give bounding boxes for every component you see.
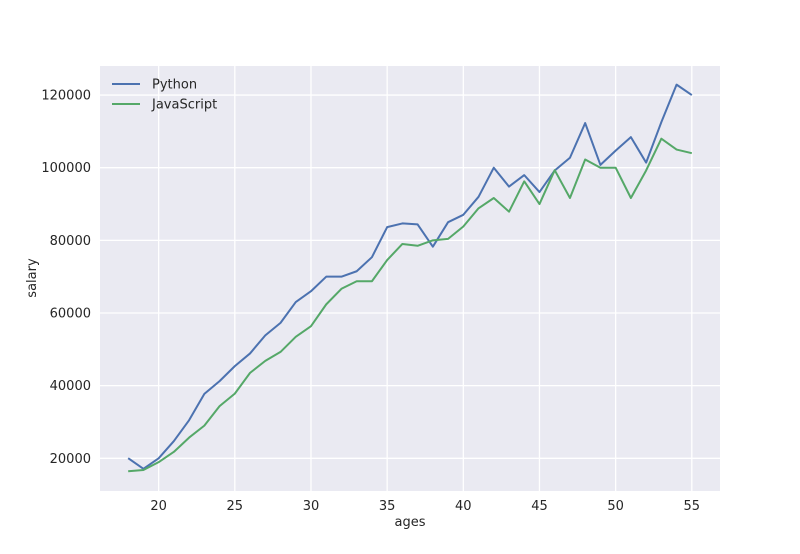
x-tick-label: 20 [150,499,167,514]
x-tick-label: 30 [303,499,320,514]
y-tick-label: 20000 [50,452,91,467]
x-tick-label: 25 [227,499,244,514]
x-tick-label: 55 [684,499,701,514]
x-tick-label: 50 [607,499,624,514]
plot-background [100,66,720,491]
y-tick-labels: 20000 40000 60000 80000 100000 120000 [41,89,91,467]
y-tick-label: 40000 [50,379,91,394]
series-lines [127,83,693,473]
series-line-javascript [128,137,693,473]
y-axis-label: salary [25,258,40,298]
x-tick-labels: 20 25 30 35 40 45 50 55 [150,499,700,514]
x-tick-label: 40 [455,499,472,514]
x-tick-label: 35 [379,499,396,514]
y-tick-label: 120000 [41,89,91,104]
y-tick-label: 60000 [50,307,91,322]
series-line-python [127,83,693,470]
y-tick-label: 100000 [41,161,91,176]
x-tick-label: 45 [531,499,548,514]
x-axis-label: ages [395,515,426,530]
legend-label: JavaScript [151,98,217,113]
legend-label: Python [152,78,197,93]
legend: Python JavaScript [112,78,217,113]
y-tick-label: 80000 [50,234,91,249]
